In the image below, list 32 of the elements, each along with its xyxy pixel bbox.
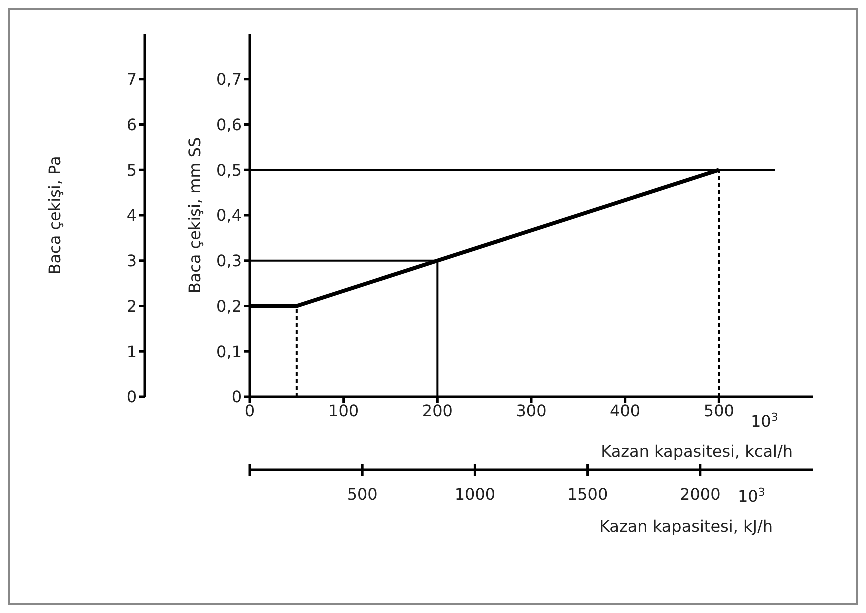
x-tick-label: 400 xyxy=(610,401,641,420)
x2-tick-label: 1000 xyxy=(454,485,496,504)
x2-tick-label: 1500 xyxy=(567,485,608,504)
text: 10$^{3}$ xyxy=(751,410,778,431)
y-tick-label: 0,7 xyxy=(216,70,242,90)
y-tick-label: 0 xyxy=(232,388,242,407)
x2-axis-title: Kazan kapasitesi, kJ/h xyxy=(599,517,773,536)
y2-tick-label: 7 xyxy=(126,70,137,90)
x-tick-label: 500 xyxy=(704,401,734,420)
y-tick-label: 0,4 xyxy=(216,206,242,226)
y2-tick-label: 2 xyxy=(126,296,137,316)
y-tick-label: 0,3 xyxy=(216,252,242,271)
y-tick-label: 0,2 xyxy=(216,296,242,316)
y2-tick-label: 1 xyxy=(126,342,137,362)
x-tick-label: 200 xyxy=(422,401,453,420)
x-tick-label: 0 xyxy=(244,401,256,420)
y2-axis-title: Baca çekişi, Pa xyxy=(46,156,65,275)
y2-tick-label: 3 xyxy=(126,252,137,271)
y-axis-title: Baca çekişi, mm SS xyxy=(186,137,205,294)
x-tick-label: 100 xyxy=(328,401,360,420)
x-tick-label: 300 xyxy=(516,401,547,420)
y2-tick-label: 0 xyxy=(126,388,137,407)
y2-tick-label: 5 xyxy=(126,160,137,180)
y-tick-label: 0,5 xyxy=(216,160,242,180)
y-tick-label: 0,1 xyxy=(216,342,242,362)
x-axis-title: Kazan kapasitesi, kcal/h xyxy=(601,442,793,461)
text: 10$^{3}$ xyxy=(738,486,766,506)
y2-tick-label: 4 xyxy=(126,206,137,226)
y-tick-label: 0,6 xyxy=(216,115,242,134)
x2-tick-label: 2000 xyxy=(680,485,721,504)
x2-tick-label: 500 xyxy=(347,485,378,504)
y2-tick-label: 6 xyxy=(126,115,137,134)
